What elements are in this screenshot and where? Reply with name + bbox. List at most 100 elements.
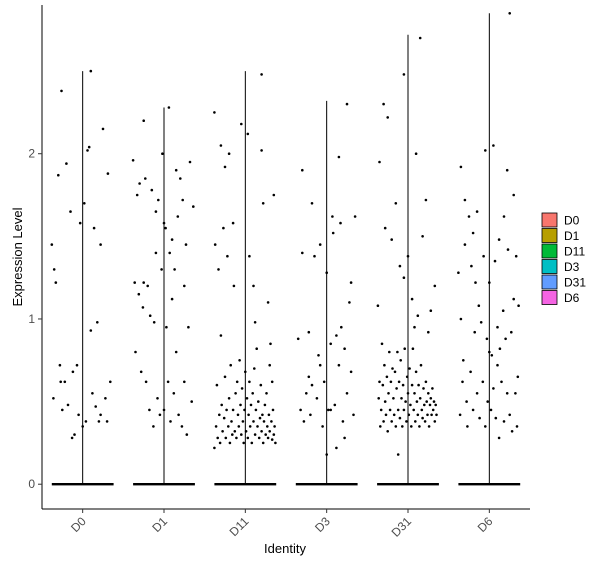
point-D1-36 xyxy=(180,425,184,428)
point-D11-6 xyxy=(218,413,221,417)
point-D0-21 xyxy=(89,329,93,332)
point-D11-38 xyxy=(244,370,247,374)
legend-key-D6 xyxy=(541,290,558,305)
point-D6-7 xyxy=(466,425,469,428)
point-D11-86 xyxy=(270,380,274,384)
point-D3-38 xyxy=(343,436,346,440)
point-D31-18 xyxy=(391,367,394,370)
point-D11-73 xyxy=(272,433,276,436)
point-D11-66 xyxy=(266,436,270,440)
point-D31-31 xyxy=(401,383,405,387)
point-D11-34 xyxy=(240,387,244,390)
y-tick-label-1: 1 xyxy=(28,312,35,326)
point-D11-56 xyxy=(258,416,262,420)
point-D6-17 xyxy=(479,321,483,324)
point-D3-35 xyxy=(325,453,329,456)
point-D11-49 xyxy=(253,367,256,370)
point-D11-45 xyxy=(249,403,253,407)
point-D11-81 xyxy=(266,301,270,304)
point-D6-39 xyxy=(510,330,513,334)
point-D1-28 xyxy=(169,420,172,423)
point-D6-49 xyxy=(497,238,501,241)
x-ticks: D0 D1 D11 D3 D31 D6 xyxy=(68,509,496,540)
point-D31-67 xyxy=(431,387,434,390)
point-D31-15 xyxy=(388,408,392,412)
y-axis-title: Expression Level xyxy=(10,207,25,306)
point-D31-4 xyxy=(379,408,383,412)
point-D11-91 xyxy=(272,193,276,197)
legend-key-D3 xyxy=(541,259,558,274)
point-D11-7 xyxy=(218,441,222,445)
point-D6-16 xyxy=(478,416,481,420)
point-D1-43 xyxy=(190,400,193,403)
point-D1-46 xyxy=(167,106,171,109)
x-tick-label-D1: D1 xyxy=(149,514,170,535)
point-D11-28 xyxy=(235,380,239,384)
point-D11-36 xyxy=(242,441,245,445)
point-D11-79 xyxy=(260,149,263,152)
point-D6-42 xyxy=(514,392,517,395)
point-D6-26 xyxy=(492,387,495,390)
point-D31-25 xyxy=(396,408,400,412)
point-D11-51 xyxy=(254,408,258,412)
point-D1-47 xyxy=(174,168,178,172)
point-D31-42 xyxy=(410,383,414,387)
point-D11-71 xyxy=(270,438,274,441)
point-D6-40 xyxy=(510,430,514,433)
point-D31-45 xyxy=(413,392,416,395)
point-D11-20 xyxy=(229,363,232,367)
point-D1-20 xyxy=(158,413,162,417)
point-D31-74 xyxy=(386,116,390,119)
point-D6-32 xyxy=(500,380,503,384)
point-D6-37 xyxy=(506,248,510,251)
point-D11-19 xyxy=(228,441,232,445)
point-D11-2 xyxy=(214,425,218,428)
point-D0-28 xyxy=(101,127,105,131)
point-D1-32 xyxy=(174,350,178,354)
point-D11-31 xyxy=(238,359,241,362)
point-D31-29 xyxy=(400,397,403,400)
point-D11-26 xyxy=(234,392,237,395)
point-D1-3 xyxy=(135,193,139,197)
point-D3-37 xyxy=(318,363,322,367)
point-D11-63 xyxy=(264,433,268,436)
point-D6-10 xyxy=(470,264,473,268)
point-D3-11 xyxy=(318,243,322,246)
point-D0-27 xyxy=(99,413,102,417)
point-D31-34 xyxy=(404,400,407,403)
legend-key-D1 xyxy=(541,228,558,243)
point-D31-1 xyxy=(377,397,381,400)
point-D1-34 xyxy=(177,413,180,417)
point-D3-12 xyxy=(321,425,324,428)
point-D11-89 xyxy=(219,144,223,147)
point-D11-47 xyxy=(251,392,254,395)
point-D6-30 xyxy=(497,436,501,440)
point-D0-3 xyxy=(57,173,60,177)
point-D1-35 xyxy=(179,177,182,180)
legend-key-D0 xyxy=(541,212,558,228)
point-D3-20 xyxy=(337,363,341,367)
point-D1-25 xyxy=(165,325,168,329)
point-D0-13 xyxy=(75,363,79,367)
point-D1-49 xyxy=(162,221,166,225)
point-D11-10 xyxy=(221,430,224,433)
point-D11-68 xyxy=(268,430,272,433)
point-D1-31 xyxy=(173,268,176,271)
point-D11-15 xyxy=(225,408,228,412)
point-D0-16 xyxy=(81,425,84,428)
point-D31-54 xyxy=(420,408,424,412)
point-D0-15 xyxy=(78,221,82,225)
point-D0-14 xyxy=(77,413,80,417)
x-tick-label-D11: D11 xyxy=(227,514,252,539)
point-D6-53 xyxy=(508,12,512,15)
legend-label-D31: D31 xyxy=(564,276,586,290)
point-D1-38 xyxy=(183,380,186,384)
point-D31-77 xyxy=(390,238,394,241)
point-D0-23 xyxy=(92,226,96,230)
point-D11-30 xyxy=(237,425,241,428)
point-D3-28 xyxy=(301,168,304,172)
point-D11-50 xyxy=(253,433,257,436)
point-D3-33 xyxy=(349,281,353,284)
y-tick-label-0: 0 xyxy=(28,477,35,491)
